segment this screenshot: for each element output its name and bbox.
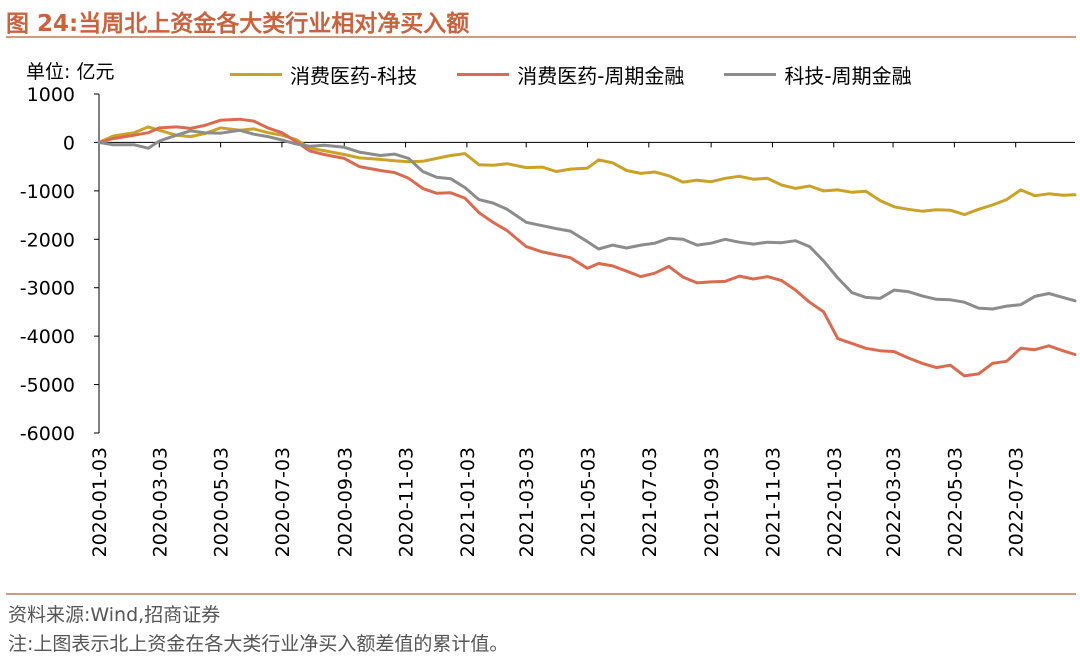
x-tick-label: 2020-09-03 bbox=[334, 447, 356, 557]
legend: 消费医药-科技 消费医药-周期金融 科技-周期金融 bbox=[230, 60, 912, 89]
y-tick-label: -6000 bbox=[20, 423, 75, 445]
line-chart: 1000 0 -1000 -2000 -3000 -4000 -5000 -6000 2020-… bbox=[20, 84, 1077, 557]
x-tick-label: 2022-03-03 bbox=[883, 447, 905, 557]
legend-label-1: 消费医药-科技 bbox=[290, 64, 418, 88]
y-tick-label: 1000 bbox=[27, 84, 75, 106]
legend-item-3: 科技-周期金融 bbox=[724, 60, 912, 89]
chart-series bbox=[97, 117, 1077, 378]
x-tick-label: 2020-11-03 bbox=[396, 447, 418, 557]
x-tick-label: 2022-05-03 bbox=[944, 447, 966, 557]
x-tick-label: 2020-03-03 bbox=[149, 447, 171, 557]
x-tick-label: 2022-07-03 bbox=[1006, 447, 1028, 557]
x-tick-label: 2021-09-03 bbox=[701, 447, 723, 557]
legend-label-2: 消费医药-周期金融 bbox=[517, 64, 685, 88]
y-tick-label: -3000 bbox=[20, 278, 75, 300]
legend-label-3: 科技-周期金融 bbox=[784, 64, 912, 88]
series-line-2 bbox=[97, 117, 1077, 378]
x-tick-label: 2021-11-03 bbox=[762, 447, 784, 557]
legend-swatch-1 bbox=[230, 73, 282, 76]
title-rule bbox=[6, 36, 1076, 38]
x-tick-label: 2022-01-03 bbox=[824, 447, 846, 557]
y-tick-label: -4000 bbox=[20, 326, 75, 348]
series-line-1 bbox=[97, 125, 1077, 217]
legend-swatch-2 bbox=[457, 73, 510, 76]
y-tick-label: -2000 bbox=[20, 229, 75, 251]
y-tick-label: -5000 bbox=[20, 375, 75, 397]
x-tick-label: 2021-05-03 bbox=[578, 447, 600, 557]
y-tick-label: 0 bbox=[63, 132, 75, 154]
legend-item-2: 消费医药-周期金融 bbox=[457, 60, 684, 89]
remark-note: 注:上图表示北上资金在各大类行业净买入额差值的累计值。 bbox=[8, 633, 509, 655]
x-tick-label: 2021-07-03 bbox=[639, 447, 661, 557]
legend-swatch-3 bbox=[724, 73, 777, 76]
unit-label: 单位: 亿元 bbox=[26, 61, 115, 83]
x-tick-label: 2020-07-03 bbox=[272, 447, 294, 557]
x-tick-label: 2021-01-03 bbox=[457, 447, 479, 557]
x-tick-label: 2020-05-03 bbox=[211, 447, 233, 557]
source-note: 资料来源:Wind,招商证券 bbox=[8, 604, 221, 626]
y-tick-label: -1000 bbox=[20, 181, 75, 203]
legend-item-1: 消费医药-科技 bbox=[230, 60, 417, 89]
x-tick-label: 2020-01-03 bbox=[89, 447, 111, 557]
x-tick-label: 2021-03-03 bbox=[516, 447, 538, 557]
chart-axes: 1000 0 -1000 -2000 -3000 -4000 -5000 -6000 2020-… bbox=[20, 84, 1075, 557]
series-line-3 bbox=[97, 128, 1077, 311]
footer-rule bbox=[6, 593, 1076, 595]
figure-title: 图 24:当周北上资金各大类行业相对净买入额 bbox=[6, 11, 470, 37]
